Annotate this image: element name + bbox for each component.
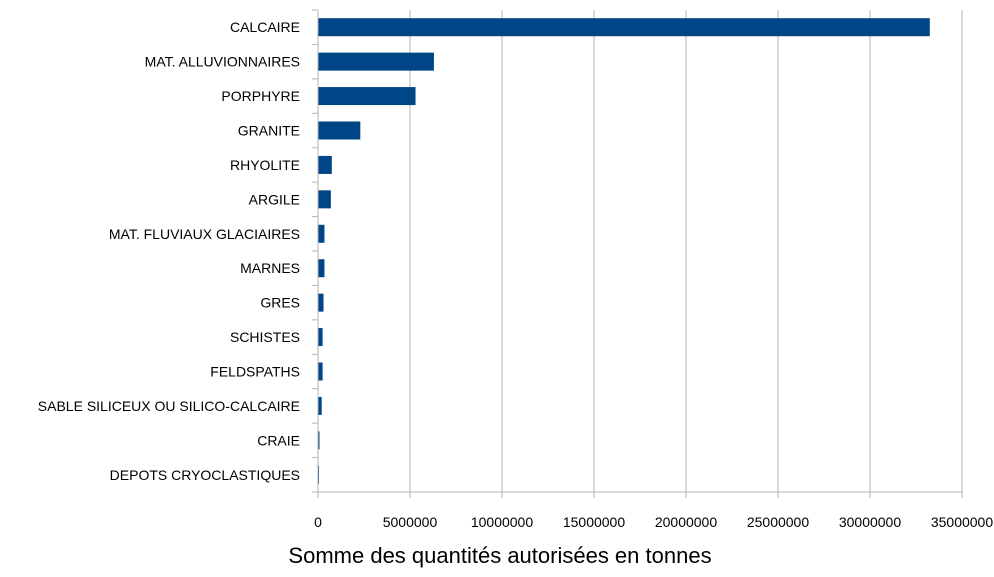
bar (318, 190, 331, 208)
x-tick-label: 30000000 (839, 514, 902, 530)
bar (318, 122, 360, 140)
category-label: SABLE SILICEUX OU SILICO-CALCAIRE (38, 398, 300, 414)
x-tick-label: 0 (314, 514, 322, 530)
category-labels: CALCAIRE MAT. ALLUVIONNAIRES PORPHYRE GRANI… (38, 19, 300, 483)
x-tick-label: 5000000 (383, 514, 438, 530)
bar (318, 53, 434, 71)
category-label: RHYOLITE (230, 157, 300, 173)
category-label: PORPHYRE (221, 88, 300, 104)
bar (318, 18, 930, 36)
x-tick-label: 10000000 (471, 514, 534, 530)
x-tick-label: 35000000 (931, 514, 994, 530)
bar (318, 259, 324, 277)
x-tick-label: 25000000 (747, 514, 810, 530)
bar (318, 328, 323, 346)
category-label: MAT. FLUVIAUX GLACIAIRES (109, 226, 300, 242)
x-axis-ticks (318, 492, 962, 498)
bar (318, 363, 323, 381)
x-tick-label: 15000000 (563, 514, 626, 530)
category-label: SCHISTES (230, 329, 300, 345)
category-label: GRANITE (238, 123, 300, 139)
category-label: DEPOTS CRYOCLASTIQUES (110, 467, 300, 483)
grid-lines (410, 10, 962, 492)
x-tick-label: 20000000 (655, 514, 718, 530)
bar (318, 87, 416, 105)
x-axis-title: Somme des quantités autorisées en tonnes (288, 543, 711, 568)
x-tick-labels: 0 5000000 10000000 15000000 20000000 25000000… (314, 514, 993, 530)
category-label: CRAIE (257, 432, 300, 448)
bar (318, 397, 322, 415)
bar (318, 294, 324, 312)
category-label: MAT. ALLUVIONNAIRES (145, 54, 300, 70)
category-label: FELDSPATHS (210, 364, 300, 380)
category-label: GRES (260, 295, 300, 311)
category-label: ARGILE (249, 191, 300, 207)
bar (318, 225, 324, 243)
category-label: CALCAIRE (230, 19, 300, 35)
bar (318, 156, 332, 174)
y-axis-ticks (312, 10, 318, 458)
category-label: MARNES (240, 260, 300, 276)
